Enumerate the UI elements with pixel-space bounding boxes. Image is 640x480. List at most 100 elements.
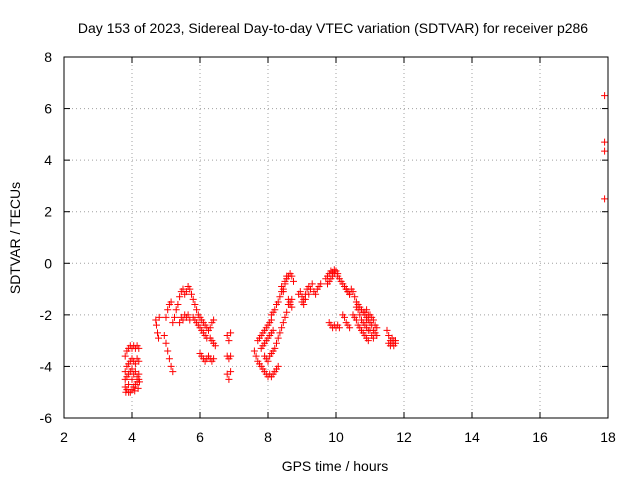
data-points: [121, 92, 609, 396]
data-point: [169, 368, 177, 376]
data-point: [601, 138, 609, 146]
y-tick-label: 2: [44, 204, 52, 220]
grid-lines: [64, 57, 608, 418]
data-point: [278, 282, 286, 290]
data-point: [155, 334, 163, 342]
data-point: [279, 288, 287, 296]
data-point: [154, 329, 161, 337]
data-point: [283, 272, 291, 280]
data-point: [193, 306, 201, 314]
data-point: [271, 344, 279, 352]
y-tick-label: 6: [44, 101, 52, 117]
data-point: [369, 316, 377, 324]
data-point: [155, 313, 163, 321]
data-point: [305, 290, 313, 298]
data-point: [278, 324, 286, 332]
data-point: [165, 355, 173, 363]
data-point: [152, 321, 160, 329]
data-point: [601, 92, 609, 100]
data-point: [135, 344, 143, 352]
data-point: [250, 347, 258, 355]
data-point: [225, 337, 233, 345]
x-tick-label: 2: [60, 429, 68, 445]
data-point: [301, 295, 309, 303]
data-point: [288, 295, 296, 303]
y-tick-label: -2: [40, 307, 53, 323]
y-axis-label: SDTVAR / TECUs: [7, 182, 23, 294]
axis-ticks: 2 4 6 8 10 12 14 16 18 -6 -4 -2 0 2 4 6 8: [40, 49, 616, 445]
data-point: [174, 301, 182, 309]
data-point: [364, 337, 372, 345]
data-point: [296, 288, 304, 296]
data-point: [122, 388, 130, 396]
data-point: [356, 311, 364, 319]
data-point: [366, 326, 374, 334]
data-point: [162, 339, 170, 347]
data-point: [169, 319, 177, 327]
data-point: [134, 384, 142, 392]
data-point: [341, 313, 348, 321]
data-point: [274, 298, 282, 306]
data-point: [281, 277, 289, 285]
data-point: [210, 316, 218, 324]
data-point: [172, 306, 180, 314]
data-point: [601, 195, 609, 203]
data-point: [279, 319, 287, 327]
y-tick-label: 4: [44, 152, 52, 168]
x-tick-label: 4: [128, 429, 136, 445]
y-tick-label: -6: [40, 410, 53, 426]
data-point: [364, 311, 372, 319]
data-point: [227, 352, 235, 360]
data-point: [171, 313, 178, 321]
y-tick-label: 8: [44, 49, 52, 65]
data-point: [264, 357, 272, 365]
data-point: [135, 378, 143, 386]
data-point: [283, 308, 291, 316]
data-point: [312, 290, 320, 298]
data-point: [354, 306, 362, 314]
data-point: [335, 324, 343, 332]
data-point: [128, 375, 136, 383]
data-point: [349, 288, 357, 296]
data-point: [227, 368, 235, 376]
data-point: [274, 334, 282, 342]
data-point: [363, 306, 371, 314]
data-point: [273, 339, 280, 347]
x-tick-label: 16: [532, 429, 548, 445]
data-point: [276, 293, 284, 301]
data-point: [167, 362, 175, 370]
data-point: [164, 347, 172, 355]
data-point: [601, 147, 609, 155]
data-point: [225, 375, 233, 383]
data-point: [211, 342, 219, 350]
data-point: [188, 290, 195, 298]
data-point: [269, 326, 277, 334]
data-point: [167, 298, 175, 306]
data-point: [281, 313, 289, 321]
x-tick-label: 8: [264, 429, 272, 445]
y-tick-label: 0: [44, 255, 52, 271]
data-point: [164, 306, 172, 314]
data-point: [160, 331, 168, 339]
data-point: [383, 326, 391, 334]
data-point: [346, 324, 354, 332]
data-point: [252, 352, 260, 360]
data-point: [135, 357, 143, 365]
data-point: [271, 306, 279, 314]
x-tick-label: 12: [396, 429, 412, 445]
data-point: [176, 293, 184, 301]
data-point: [191, 301, 199, 309]
data-point: [308, 280, 316, 288]
data-point: [351, 293, 359, 301]
data-point: [206, 324, 214, 332]
data-point: [373, 324, 381, 332]
data-point: [189, 295, 197, 303]
y-tick-label: -4: [40, 358, 53, 374]
x-axis-label: GPS time / hours: [282, 458, 389, 474]
data-point: [274, 362, 282, 370]
data-point: [125, 380, 133, 388]
data-point: [369, 334, 377, 342]
data-point: [210, 355, 218, 363]
data-point: [330, 266, 338, 274]
